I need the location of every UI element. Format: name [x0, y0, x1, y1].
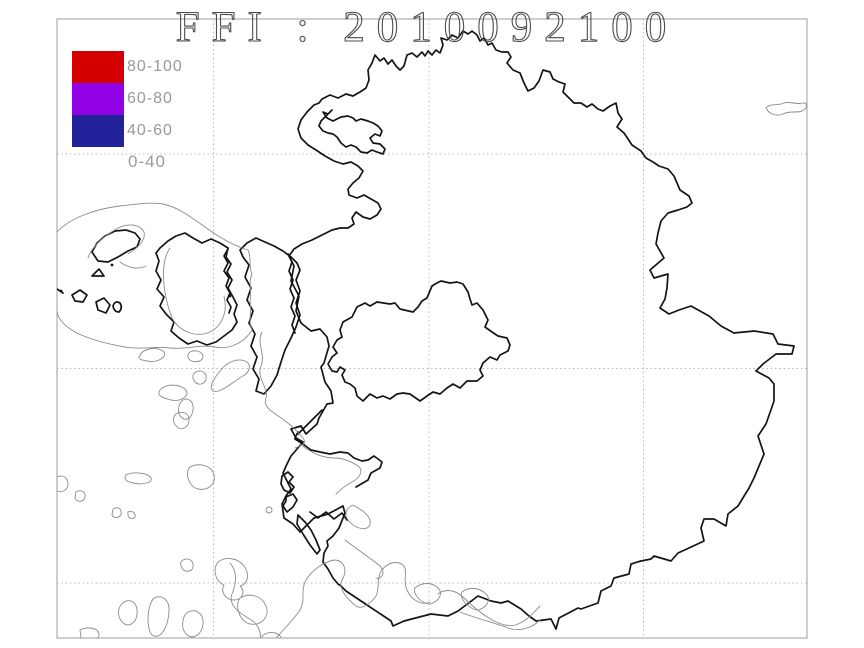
- islet-oval: [112, 301, 123, 313]
- anmyeon-coast-2: [294, 438, 383, 488]
- legend-label: 60-80: [127, 90, 173, 107]
- offshore-sw-wavy: [229, 559, 541, 638]
- legend-swatch-40-60: [72, 115, 124, 147]
- anmyeon-islets: [280, 471, 298, 513]
- offshore-contour-mid: [259, 331, 306, 449]
- legend-item: 60-80: [72, 83, 222, 115]
- islet-a: [71, 289, 88, 303]
- plot-title: FFI : 2010092100: [176, 4, 679, 51]
- island-northeast: [765, 101, 807, 116]
- contour-anmyeon: [299, 443, 384, 579]
- islet-triangle: [91, 268, 105, 277]
- coastal-mass-seosan: [239, 237, 301, 395]
- legend-swatch-80-100: [72, 51, 124, 83]
- coast-squiggle-south: [309, 511, 348, 521]
- islet-dot: [110, 263, 114, 267]
- islet-dot: [228, 294, 232, 298]
- bay-islands: [138, 348, 250, 430]
- city-boundary: [327, 280, 511, 402]
- island-nw-elongated: [91, 229, 141, 263]
- tidal-channel-2: [287, 253, 296, 334]
- legend-swatch-60-80: [72, 83, 124, 115]
- legend-item: 80-100: [72, 51, 222, 83]
- islet-dot: [59, 289, 63, 293]
- map-layers: [57, 19, 807, 638]
- legend-label-0-40: 0-40: [127, 152, 167, 171]
- inland-water-sapgyo: [318, 109, 386, 155]
- anmyeon-sliver: [296, 514, 321, 555]
- plot-frame: [56, 18, 808, 639]
- anmyeon-coast-1: [294, 409, 323, 439]
- contour-nw-echo: [87, 224, 145, 259]
- islands-southwest: [57, 398, 282, 638]
- province-boundary: [281, 30, 795, 630]
- offshore-south-echo: [414, 583, 541, 631]
- legend-label: 80-100: [127, 58, 183, 75]
- islet-b: [95, 297, 111, 314]
- contour-taean-inner: [119, 247, 226, 335]
- legend-item: 40-60: [72, 115, 222, 147]
- offshore-contour-west: [57, 202, 253, 349]
- legend: 80-100 60-80 40-60 0-40: [72, 51, 222, 172]
- tidal-channel-1: [223, 248, 232, 314]
- taean-peninsula: [155, 232, 238, 346]
- legend-label: 40-60: [127, 122, 173, 139]
